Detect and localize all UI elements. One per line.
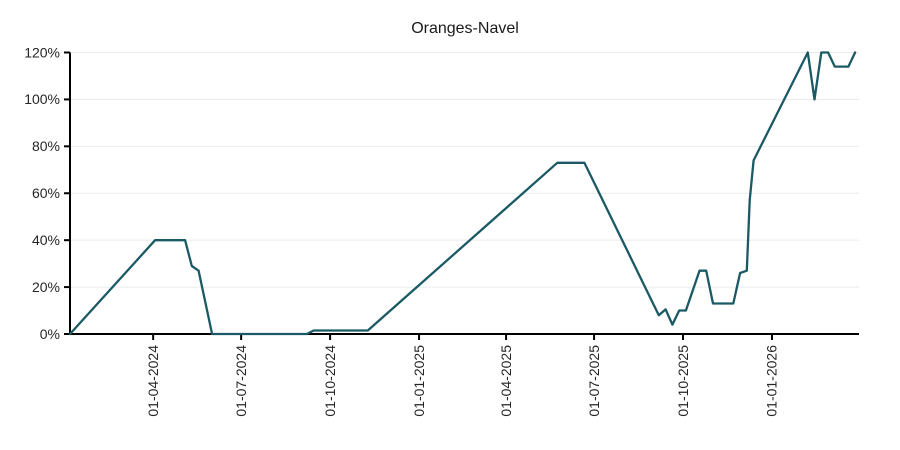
x-tick-label: 01-04-2025 — [498, 345, 514, 417]
y-tick-label: 60% — [32, 185, 60, 201]
series-line-oranges-navel — [68, 51, 857, 336]
x-tick-label: 01-07-2025 — [586, 345, 602, 417]
chart-title: Oranges-Navel — [411, 20, 519, 37]
x-tick-label: 01-01-2025 — [411, 345, 427, 417]
y-tick-label: 40% — [32, 232, 60, 248]
y-tick-label: 120% — [24, 44, 60, 60]
x-tick-label: 01-04-2024 — [145, 345, 161, 417]
x-tick-label: 01-01-2026 — [764, 345, 780, 417]
x-tick-label: 01-07-2024 — [233, 345, 249, 417]
y-tick-label: 80% — [32, 138, 60, 154]
y-tick-label: 20% — [32, 279, 60, 295]
x-tick-label: 01-10-2024 — [322, 345, 338, 417]
y-tick-label: 0% — [40, 326, 60, 342]
x-tick-label: 01-10-2025 — [675, 345, 691, 417]
y-tick-label: 100% — [24, 91, 60, 107]
